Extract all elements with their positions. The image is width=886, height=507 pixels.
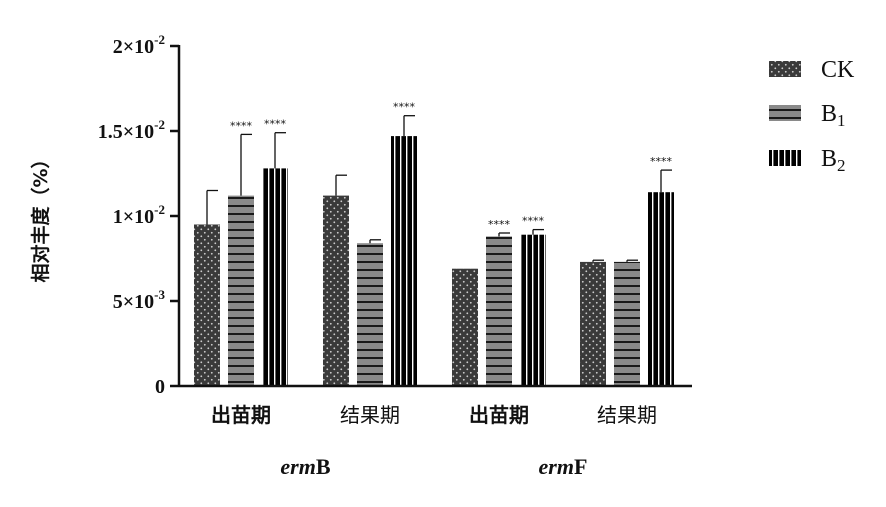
significance-label: **** <box>488 218 511 231</box>
legend-swatch-3 <box>769 150 801 166</box>
x-tick-label: 出苗期 <box>211 403 271 427</box>
plot-area: **** **** **** **** **** **** 0 5×10-3 1×10-2 1.5… <box>29 32 692 479</box>
significance-label: **** <box>650 155 673 168</box>
significance-label: **** <box>522 215 545 228</box>
bar-1-1 <box>194 224 220 386</box>
bar-2-3 <box>486 236 512 386</box>
bar-2-4 <box>614 261 640 386</box>
x-tick-label: 出苗期 <box>469 403 529 427</box>
bar-1-4 <box>580 261 606 386</box>
legend-label-2: B1 <box>821 101 846 130</box>
bar-2-1 <box>228 195 254 386</box>
y-tick-label: 2×10-2 <box>113 32 165 58</box>
legend-label-3: B2 <box>821 146 846 175</box>
x-tick-label: 结果期 <box>340 403 400 427</box>
x-tick-label: 结果期 <box>597 403 657 427</box>
bar-3-1 <box>262 168 288 386</box>
significance-label: **** <box>264 118 287 131</box>
significance-label: **** <box>230 119 253 132</box>
y-tick-label: 5×10-3 <box>113 287 166 313</box>
y-tick-label: 1.5×10-2 <box>98 117 165 143</box>
legend: CK B1 B2 <box>769 57 855 175</box>
bar-3-3 <box>520 234 546 386</box>
y-tick-label: 1×10-2 <box>113 202 165 228</box>
bar-1-2 <box>323 195 349 386</box>
bar-3-2 <box>391 136 417 386</box>
y-axis-label: 相对丰度（%） <box>29 149 52 282</box>
significance-label: **** <box>393 101 416 114</box>
bar-3-4 <box>648 192 674 386</box>
legend-swatch-2 <box>769 105 801 121</box>
bar-2-2 <box>357 243 383 386</box>
legend-swatch-1 <box>769 61 801 77</box>
group-label: ermB <box>280 454 330 479</box>
y-tick-label: 0 <box>155 376 165 398</box>
bar-1-3 <box>452 268 478 386</box>
group-label: ermF <box>539 454 588 479</box>
legend-label-1: CK <box>821 57 855 83</box>
